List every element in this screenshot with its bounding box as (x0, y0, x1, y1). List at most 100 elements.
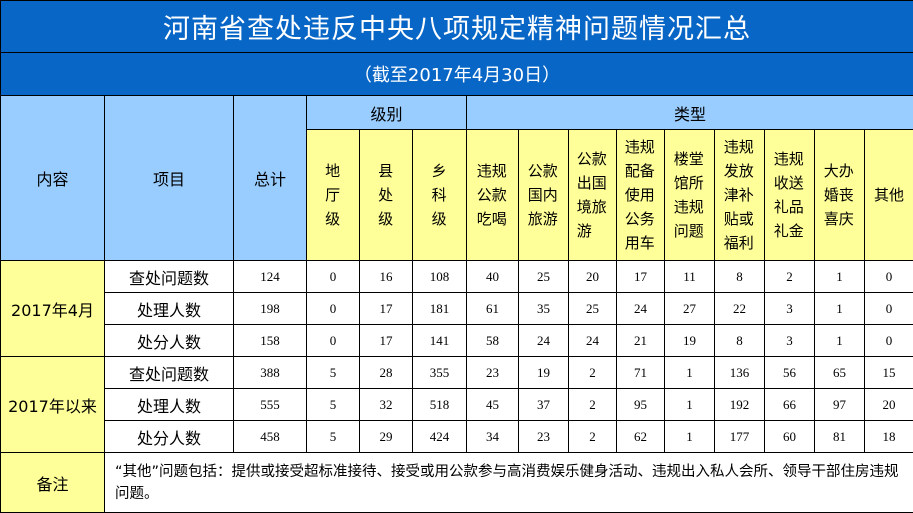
header-item: 项目 (104, 95, 234, 261)
header-type-col: 楼堂馆所违规问题 (664, 129, 715, 261)
table-subtitle: （截至2017年4月30日） (0, 52, 913, 96)
group-label: 2017年以来 (0, 356, 105, 453)
cell-value: 1 (664, 388, 715, 421)
cell-value: 34 (466, 420, 519, 453)
table-row: 处理人数 555 5 32 518 45 37 2 95 1 192 66 97 20 (1, 388, 913, 421)
cell-value: 23 (518, 420, 569, 453)
note-label: 备注 (0, 452, 105, 513)
cell-value: 65 (814, 356, 865, 389)
cell-value: 40 (466, 260, 519, 293)
cell-value: 181 (412, 292, 467, 325)
cell-value: 458 (233, 420, 307, 453)
cell-value: 5 (306, 420, 360, 453)
cell-value: 58 (466, 324, 519, 357)
header-type-col: 其他 (863, 129, 913, 261)
cell-value: 27 (664, 292, 715, 325)
cell-value: 32 (359, 388, 413, 421)
header-type-col-label: 楼堂馆所违规问题 (673, 150, 704, 240)
header-type-col-label: 违规公款吃喝 (476, 162, 507, 228)
row-item: 处理人数 (104, 292, 234, 325)
cell-value: 35 (518, 292, 569, 325)
cell-value: 3 (764, 324, 815, 357)
cell-value: 11 (664, 260, 715, 293)
cell-value: 81 (814, 420, 865, 453)
cell-value: 20 (568, 260, 617, 293)
row-item: 查处问题数 (104, 260, 234, 293)
table-row: 处分人数 158 0 17 141 58 24 24 21 19 8 3 1 0 (1, 324, 913, 357)
row-item: 处理人数 (104, 388, 234, 421)
cell-value: 20 (863, 388, 913, 421)
cell-value: 5 (306, 388, 360, 421)
cell-value: 158 (233, 324, 307, 357)
cell-value: 17 (616, 260, 665, 293)
cell-value: 18 (863, 420, 913, 453)
cell-value: 1 (814, 292, 865, 325)
cell-value: 62 (616, 420, 665, 453)
cell-value: 1 (814, 260, 865, 293)
cell-value: 66 (764, 388, 815, 421)
header-type-col: 违规收送礼品礼金 (764, 129, 815, 261)
cell-value: 97 (814, 388, 865, 421)
header-type-col: 违规发放津补贴或福利 (714, 129, 765, 261)
cell-value: 2 (568, 356, 617, 389)
cell-value: 22 (714, 292, 765, 325)
cell-value: 2 (568, 388, 617, 421)
cell-value: 25 (518, 260, 569, 293)
group-label: 2017年4月 (0, 260, 105, 357)
cell-value: 61 (466, 292, 519, 325)
cell-value: 198 (233, 292, 307, 325)
cell-value: 124 (233, 260, 307, 293)
header-type-col: 公款出国境旅游 (568, 129, 617, 261)
header-level: 级别 (306, 95, 467, 130)
cell-value: 29 (359, 420, 413, 453)
row-item: 处分人数 (104, 324, 234, 357)
header-level-col-label: 地厅级 (325, 162, 341, 228)
cell-value: 0 (306, 324, 360, 357)
cell-value: 17 (359, 292, 413, 325)
cell-value: 71 (616, 356, 665, 389)
cell-value: 5 (306, 356, 360, 389)
cell-value: 0 (863, 324, 913, 357)
cell-value: 56 (764, 356, 815, 389)
cell-value: 1 (664, 420, 715, 453)
cell-value: 95 (616, 388, 665, 421)
cell-value: 2 (568, 420, 617, 453)
table-row: 2017年4月 查处问题数 124 0 16 108 40 25 20 17 11 8 2 1 0 (0, 260, 913, 357)
cell-value: 355 (412, 356, 467, 389)
row-item: 处分人数 (104, 420, 234, 453)
header-type-col: 违规配备使用公务用车 (616, 129, 665, 261)
cell-value: 23 (466, 356, 519, 389)
header-content: 内容 (0, 95, 105, 261)
cell-value: 16 (359, 260, 413, 293)
header-type-col: 违规公款吃喝 (466, 129, 519, 261)
cell-value: 15 (863, 356, 913, 389)
table-title: 河南省查处违反中央八项规定精神问题情况汇总 (0, 0, 913, 53)
cell-value: 108 (412, 260, 467, 293)
cell-value: 19 (664, 324, 715, 357)
cell-value: 518 (412, 388, 467, 421)
header-level-col: 乡科级 (412, 129, 467, 261)
cell-value: 8 (714, 260, 765, 293)
table-row: 处理人数 198 0 17 181 61 35 25 24 27 22 3 1 0 (1, 292, 913, 325)
cell-value: 25 (568, 292, 617, 325)
header-type-col: 公款国内旅游 (518, 129, 569, 261)
header-level-col: 地厅级 (306, 129, 360, 261)
header-level-col-label: 乡科级 (431, 162, 447, 228)
cell-value: 21 (616, 324, 665, 357)
cell-value: 60 (764, 420, 815, 453)
table-row: 2017年以来 查处问题数 388 5 28 355 23 19 2 71 1 136 56 65 15 (0, 356, 913, 453)
header-total: 总计 (233, 95, 307, 261)
header-type-col-label: 违规收送礼品礼金 (773, 150, 804, 240)
cell-value: 3 (764, 292, 815, 325)
header-type-col-label: 违规发放津补贴或福利 (723, 138, 754, 252)
header-type-col-label: 公款国内旅游 (527, 162, 558, 228)
table-row: 处分人数 458 5 29 424 34 23 2 62 1 177 60 81 18 (1, 420, 913, 453)
cell-value: 28 (359, 356, 413, 389)
cell-value: 0 (863, 292, 913, 325)
cell-value: 1 (814, 324, 865, 357)
header-level-col-label: 县处级 (378, 162, 394, 228)
cell-value: 19 (518, 356, 569, 389)
cell-value: 0 (863, 260, 913, 293)
cell-value: 8 (714, 324, 765, 357)
cell-value: 24 (616, 292, 665, 325)
